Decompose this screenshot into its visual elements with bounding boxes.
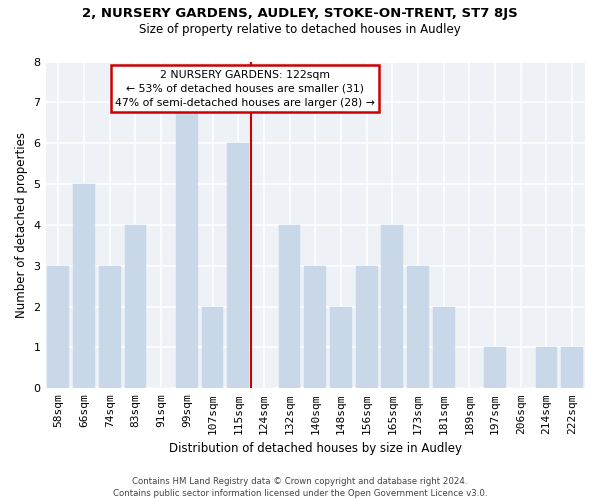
Text: 2, NURSERY GARDENS, AUDLEY, STOKE-ON-TRENT, ST7 8JS: 2, NURSERY GARDENS, AUDLEY, STOKE-ON-TRE… (82, 8, 518, 20)
Bar (356, 266, 377, 388)
Bar (561, 348, 583, 389)
Bar (202, 306, 223, 388)
X-axis label: Distribution of detached houses by size in Audley: Distribution of detached houses by size … (169, 442, 462, 455)
Bar (176, 102, 198, 389)
Y-axis label: Number of detached properties: Number of detached properties (15, 132, 28, 318)
Bar (99, 266, 121, 388)
Text: 2 NURSERY GARDENS: 122sqm
← 53% of detached houses are smaller (31)
47% of semi-: 2 NURSERY GARDENS: 122sqm ← 53% of detac… (115, 70, 375, 108)
Bar (73, 184, 95, 388)
Bar (484, 348, 506, 389)
Bar (433, 306, 455, 388)
Bar (330, 306, 352, 388)
Bar (278, 225, 301, 388)
Bar (125, 225, 146, 388)
Bar (407, 266, 429, 388)
Bar (304, 266, 326, 388)
Bar (227, 143, 249, 388)
Bar (47, 266, 70, 388)
Text: Size of property relative to detached houses in Audley: Size of property relative to detached ho… (139, 22, 461, 36)
Text: Contains HM Land Registry data © Crown copyright and database right 2024.
Contai: Contains HM Land Registry data © Crown c… (113, 476, 487, 498)
Bar (382, 225, 403, 388)
Bar (536, 348, 557, 389)
